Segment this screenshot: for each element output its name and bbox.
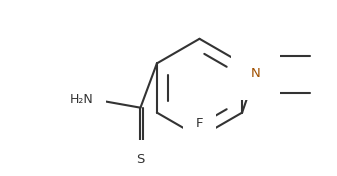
Text: H₂N: H₂N: [69, 93, 93, 106]
Text: N: N: [251, 67, 261, 80]
Text: S: S: [136, 153, 145, 166]
Text: F: F: [196, 117, 203, 130]
